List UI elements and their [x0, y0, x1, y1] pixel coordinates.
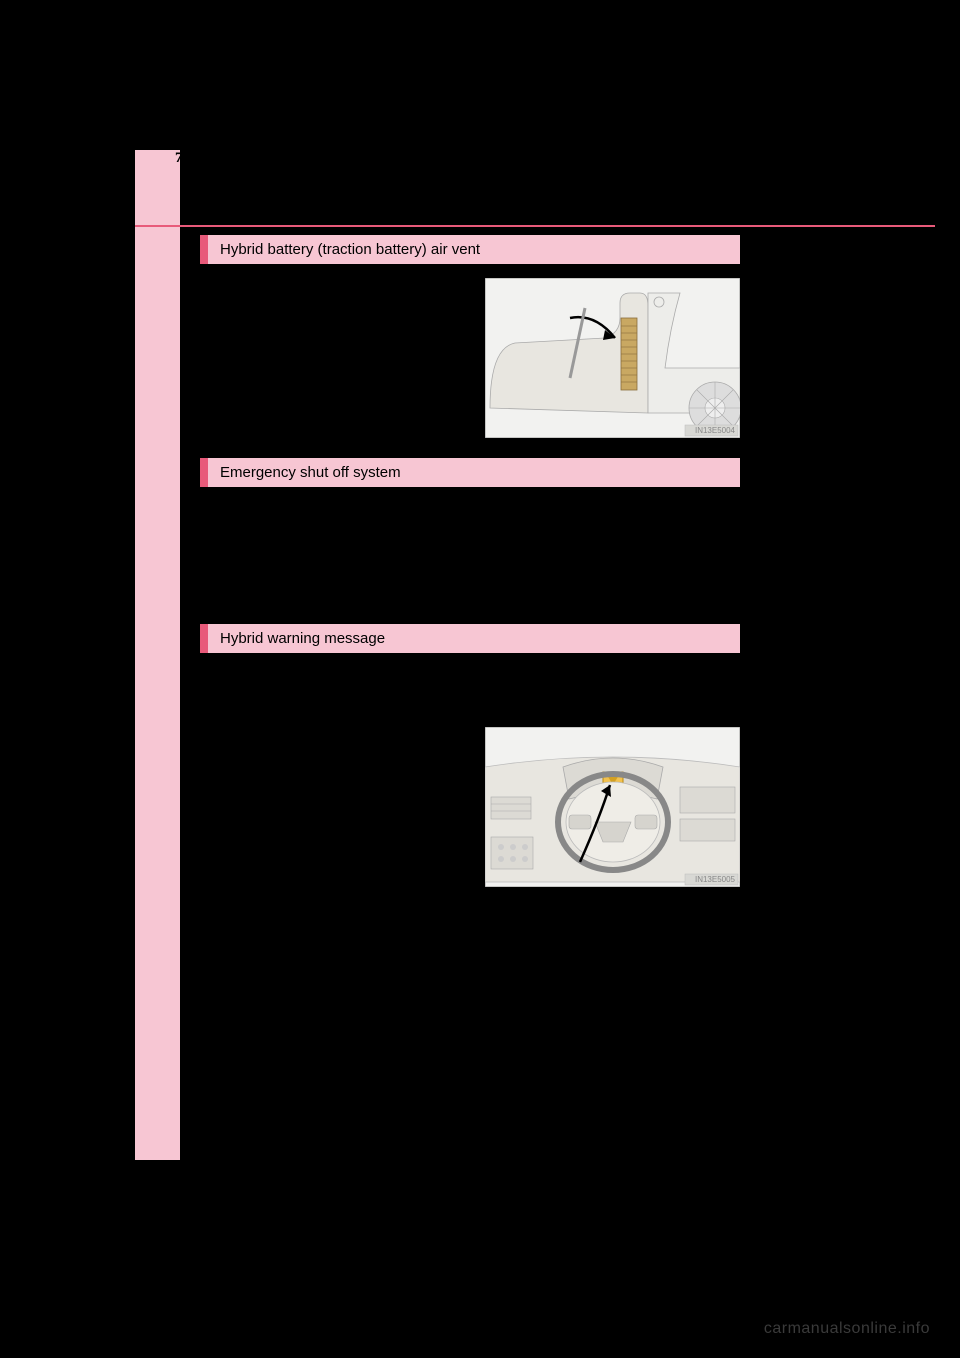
pink-sidebar	[135, 150, 180, 1160]
header-divider	[135, 225, 935, 227]
intro-text-warning: A message is automatically displayed whe…	[200, 667, 740, 709]
section-header-emergency: Emergency shut off system	[200, 458, 740, 487]
watermark: carmanualsonline.info	[764, 1320, 930, 1338]
section-body-air-vent: There is an air intake vent on the side …	[200, 278, 740, 438]
page-header-row: 76 1-2. Hybrid system	[135, 150, 895, 185]
image-label-1: IN13E5004	[695, 426, 736, 435]
illustration-dashboard: IN13E5005	[485, 727, 740, 887]
illustration-air-vent: IN13E5004	[485, 278, 740, 438]
body-text-emergency: When a certain level of impact is detect…	[200, 501, 740, 606]
section-header-warning: Hybrid warning message	[200, 624, 740, 653]
page-content: Hybrid battery (traction battery) air ve…	[200, 235, 740, 907]
section-body-warning: If a warning message is shown on the mul…	[200, 727, 740, 887]
vehicle-id: ES350_300h_OM33A60U_(U)	[200, 1140, 335, 1151]
body-text-air-vent: There is an air intake vent on the side …	[202, 278, 473, 438]
image-label-2: IN13E5005	[695, 875, 736, 884]
section-path: 1-2. Hybrid system	[208, 150, 308, 165]
section-header-air-vent: Hybrid battery (traction battery) air ve…	[200, 235, 740, 264]
page-number: 76	[175, 150, 190, 166]
body-text-warning: If a warning message is shown on the mul…	[202, 727, 473, 887]
